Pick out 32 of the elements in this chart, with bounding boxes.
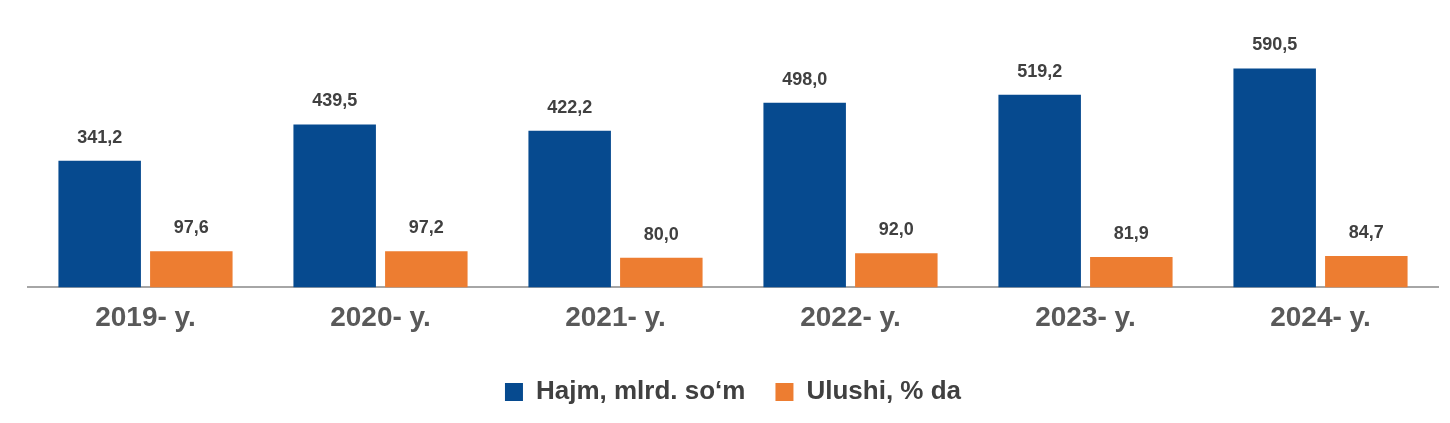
bar [855, 253, 938, 288]
x-tick-label: 2022- y. [800, 300, 901, 332]
x-tick-label: 2019- y. [95, 300, 196, 332]
bar [385, 251, 468, 288]
bar [998, 94, 1081, 288]
data-label: 498,0 [782, 68, 828, 89]
data-label: 84,7 [1348, 221, 1384, 242]
data-label: 97,6 [173, 217, 209, 238]
bar [150, 251, 233, 288]
bar [293, 124, 376, 288]
bar [1090, 257, 1173, 288]
data-label: 81,9 [1113, 222, 1149, 243]
legend-label: Ulushi, % da [806, 375, 962, 406]
data-label: 422,2 [547, 96, 593, 117]
bar [1325, 255, 1408, 288]
bar [620, 257, 703, 288]
x-tick-label: 2024- y. [1270, 300, 1371, 332]
data-label: 92,0 [878, 219, 914, 240]
x-tick-label: 2021- y. [565, 300, 666, 332]
data-label: 341,2 [77, 126, 123, 147]
bar [58, 160, 141, 288]
data-label: 590,5 [1252, 34, 1298, 55]
bar [763, 102, 846, 288]
data-label: 439,5 [312, 90, 358, 111]
data-label: 80,0 [643, 223, 679, 244]
legend-label: Hajm, mlrd. so‘m [535, 375, 746, 406]
bar [528, 130, 611, 288]
x-tick-label: 2020- y. [330, 300, 431, 332]
data-label: 519,2 [1017, 60, 1063, 81]
bar [1233, 68, 1316, 288]
x-tick-label: 2023- y. [1035, 300, 1136, 332]
data-label: 97,2 [408, 217, 444, 238]
